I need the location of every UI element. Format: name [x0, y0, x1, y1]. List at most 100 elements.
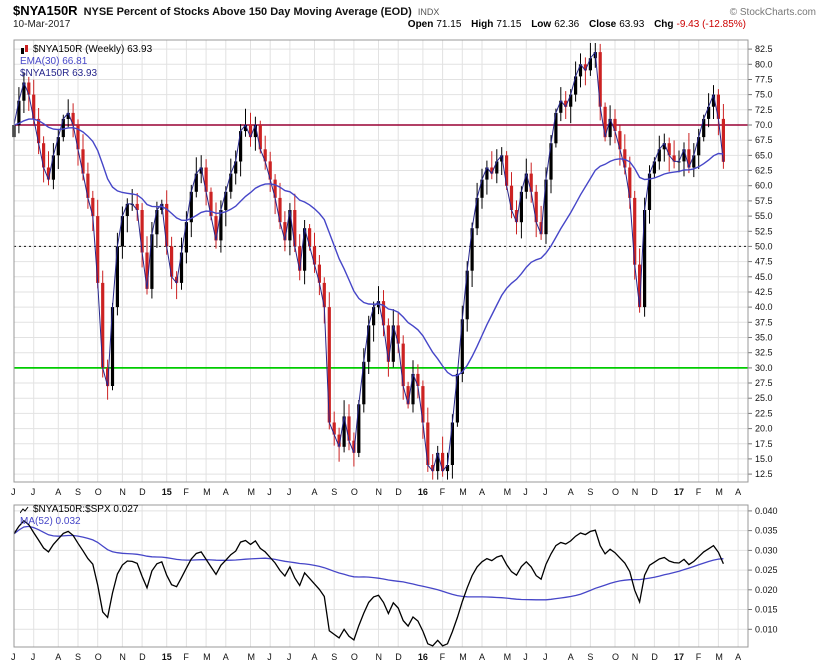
x-axis-year-label: 17 [674, 652, 685, 662]
x-axis-month-label: A [567, 487, 574, 497]
x-axis-month-label: A [479, 487, 486, 497]
chart-title: NYSE Percent of Stocks Above 150 Day Mov… [83, 6, 412, 18]
svg-text:75.0: 75.0 [755, 90, 773, 100]
exchange-label: INDX [417, 7, 440, 17]
x-axis-month-label: J [267, 487, 272, 497]
x-axis-month-label: J [286, 652, 292, 662]
svg-text:0.010: 0.010 [755, 624, 778, 634]
x-axis-month-label: N [375, 487, 383, 497]
x-axis-month-label: D [139, 652, 146, 662]
x-axis-month-label: S [75, 487, 82, 497]
x-axis-month-label: D [651, 487, 658, 497]
x-axis-month-label: N [631, 487, 639, 497]
x-axis-month-label: M [203, 487, 211, 497]
x-axis-month-label: J [267, 652, 272, 662]
x-axis-month-label: M [203, 652, 211, 662]
close-label: Close [589, 19, 617, 30]
svg-text:47.5: 47.5 [755, 257, 773, 267]
svg-text:20.0: 20.0 [755, 424, 773, 434]
x-axis-month-label: M [715, 652, 723, 662]
svg-text:15.0: 15.0 [755, 454, 773, 464]
x-axis-month-label: D [395, 487, 402, 497]
svg-text:42.5: 42.5 [755, 287, 773, 297]
svg-text:17.5: 17.5 [755, 439, 773, 449]
svg-text:12.5: 12.5 [755, 469, 773, 479]
svg-text:77.5: 77.5 [755, 75, 773, 85]
x-axis-year-label: 17 [674, 487, 685, 497]
main-chart: 82.5 80.0 77.5 75.0 72.5 70.0 67.5 65.0 62.5 60.0… [0, 34, 820, 486]
x-axis-month-label: M [459, 652, 467, 662]
svg-text:0.040: 0.040 [755, 506, 778, 516]
x-axis-month-label: M [503, 487, 512, 497]
x-axis-month-label: A [479, 652, 486, 662]
svg-text:45.0: 45.0 [755, 272, 773, 282]
svg-text:82.5: 82.5 [755, 44, 773, 54]
x-axis-month-label: A [567, 652, 574, 662]
x-axis-month-label: N [119, 652, 126, 662]
svg-text:37.5: 37.5 [755, 317, 773, 327]
x-axis-month-label: S [587, 487, 594, 497]
svg-text:0.025: 0.025 [755, 565, 778, 575]
x-axis-month-label: M [247, 487, 256, 497]
x-axis-month-label: F [695, 487, 702, 497]
svg-text:27.5: 27.5 [755, 378, 773, 388]
x-axis-month-label: A [222, 652, 229, 662]
svg-text:40.0: 40.0 [755, 302, 773, 312]
x-axis-month-label: O [612, 652, 620, 662]
x-axis-month-label: O [94, 652, 102, 662]
x-axis-month-label: F [183, 487, 189, 497]
svg-text:0.015: 0.015 [755, 605, 778, 615]
x-axis-month-label: J [523, 487, 528, 497]
x-axis-month-label: A [222, 487, 229, 497]
x-axis-month-label: F [439, 652, 446, 662]
main-chart-svg: 82.5 80.0 77.5 75.0 72.5 70.0 67.5 65.0 62.5 60.0… [12, 39, 773, 483]
x-axis-bottom: J J A S O N D 15 F M A M J J A S O N D 16 F M A M J J A S O N D 17 F M A [0, 651, 820, 666]
x-axis-month-label: D [395, 652, 402, 662]
x-axis-month-label: S [587, 652, 594, 662]
open-value: 71.15 [436, 19, 462, 30]
x-axis-year-label: 16 [417, 487, 428, 497]
x-axis-month-label: J [543, 487, 548, 497]
symbol-label: $NYA150R [13, 3, 78, 18]
svg-text:70.0: 70.0 [755, 120, 773, 130]
x-axis-month-label: N [375, 652, 383, 662]
x-axis-month-label: D [139, 487, 146, 497]
x-axis-month-label: F [183, 652, 189, 662]
x-axis-month-label: O [612, 487, 620, 497]
close-value: 63.93 [619, 19, 645, 30]
x-axis-month-label: J [30, 652, 36, 662]
x-axis-month-label: S [331, 487, 338, 497]
x-axis-month-label: A [55, 652, 62, 662]
svg-text:0.030: 0.030 [755, 545, 778, 555]
x-axis-month-label: M [503, 652, 512, 662]
svg-text:22.5: 22.5 [755, 408, 773, 418]
svg-text:60.0: 60.0 [755, 181, 773, 191]
svg-text:0.020: 0.020 [755, 585, 778, 595]
svg-text:0.035: 0.035 [755, 526, 778, 536]
x-axis-month-label: D [651, 652, 658, 662]
x-axis-month-label: O [350, 487, 358, 497]
x-axis-month-label: J [286, 487, 292, 497]
x-axis-month-label: A [311, 487, 318, 497]
x-axis-month-label: A [311, 652, 318, 662]
x-axis-month-label: M [247, 652, 256, 662]
x-axis-month-label: O [350, 652, 358, 662]
quote-row: 10-Mar-2017 Open 71.15 High 71.15 Low 62.36… [0, 19, 820, 34]
x-axis-month-label: J [30, 487, 36, 497]
open-label: Open [407, 19, 434, 30]
x-axis-month-label: J [523, 652, 528, 662]
high-label: High [471, 19, 494, 30]
copyright-text: © StockCharts.com [729, 7, 816, 18]
high-value: 71.15 [496, 19, 522, 30]
svg-text:50.0: 50.0 [755, 241, 773, 251]
x-axis-month-label: A [735, 487, 742, 497]
svg-text:52.5: 52.5 [755, 226, 773, 236]
x-axis-month-label: N [119, 487, 126, 497]
ratio-chart-svg: 0.040 0.035 0.030 0.025 0.020 0.015 0.010 [13, 504, 778, 648]
svg-text:80.0: 80.0 [755, 59, 773, 69]
x-axis-month-label: F [439, 487, 446, 497]
svg-text:72.5: 72.5 [755, 105, 773, 115]
quote-bar: Open 71.15 High 71.15 Low 62.36 Close 63.93 … [401, 19, 746, 30]
x-axis-month-label: S [75, 652, 82, 662]
